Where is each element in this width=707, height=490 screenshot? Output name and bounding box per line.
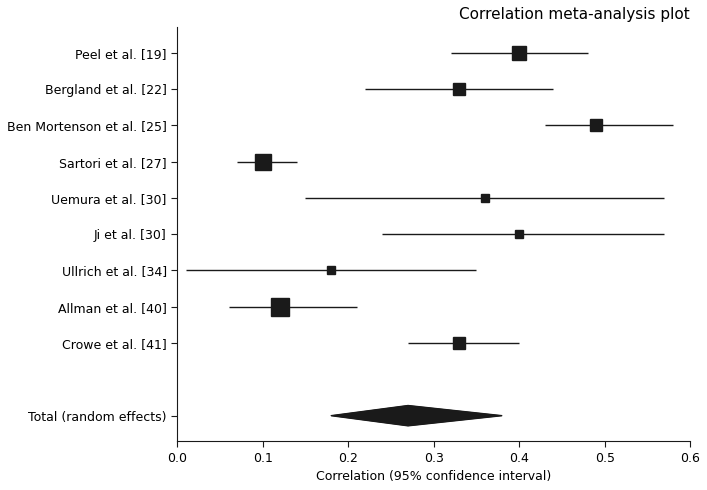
X-axis label: Correlation (95% confidence interval): Correlation (95% confidence interval) — [316, 470, 551, 483]
Polygon shape — [331, 406, 502, 426]
Text: Correlation meta-analysis plot: Correlation meta-analysis plot — [460, 7, 690, 22]
